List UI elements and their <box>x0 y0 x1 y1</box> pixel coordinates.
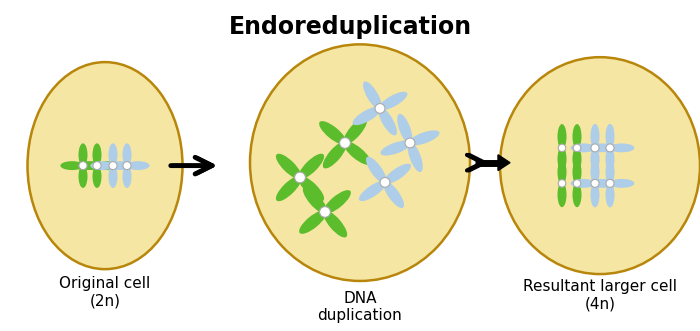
Circle shape <box>109 162 117 169</box>
Ellipse shape <box>384 181 404 208</box>
Ellipse shape <box>586 143 611 152</box>
Ellipse shape <box>366 157 386 184</box>
Circle shape <box>93 162 101 169</box>
Ellipse shape <box>78 143 88 166</box>
Ellipse shape <box>126 161 150 170</box>
Ellipse shape <box>319 121 346 145</box>
Ellipse shape <box>108 143 118 166</box>
Ellipse shape <box>573 147 582 172</box>
Ellipse shape <box>92 165 102 188</box>
Ellipse shape <box>108 165 118 188</box>
Circle shape <box>405 138 415 148</box>
Ellipse shape <box>409 130 440 145</box>
Ellipse shape <box>557 182 566 207</box>
Ellipse shape <box>78 165 88 188</box>
Ellipse shape <box>344 141 371 165</box>
Ellipse shape <box>82 161 106 170</box>
Ellipse shape <box>557 160 566 185</box>
Ellipse shape <box>606 147 615 172</box>
Circle shape <box>558 144 566 152</box>
Circle shape <box>606 144 614 152</box>
Text: Original cell
(2n): Original cell (2n) <box>60 276 150 308</box>
Circle shape <box>295 172 305 183</box>
Ellipse shape <box>122 143 132 166</box>
Ellipse shape <box>363 81 382 110</box>
Ellipse shape <box>557 124 566 149</box>
Ellipse shape <box>353 107 382 125</box>
Circle shape <box>558 180 566 187</box>
Circle shape <box>591 144 599 152</box>
Ellipse shape <box>104 161 128 170</box>
Ellipse shape <box>298 176 324 201</box>
Circle shape <box>573 144 581 152</box>
Ellipse shape <box>27 62 183 269</box>
Circle shape <box>573 180 581 187</box>
Circle shape <box>320 207 330 217</box>
Circle shape <box>380 177 390 187</box>
Ellipse shape <box>591 124 599 149</box>
Ellipse shape <box>557 147 566 172</box>
Ellipse shape <box>407 142 423 172</box>
Ellipse shape <box>606 182 615 208</box>
Ellipse shape <box>609 179 634 188</box>
Ellipse shape <box>381 141 411 156</box>
Ellipse shape <box>112 161 136 170</box>
Ellipse shape <box>343 118 368 144</box>
Ellipse shape <box>323 190 351 213</box>
Ellipse shape <box>591 147 599 172</box>
Ellipse shape <box>379 92 407 110</box>
Ellipse shape <box>378 107 397 135</box>
Polygon shape <box>498 155 510 170</box>
Ellipse shape <box>250 44 470 281</box>
Ellipse shape <box>591 182 599 208</box>
Ellipse shape <box>298 154 324 179</box>
Ellipse shape <box>60 161 84 170</box>
Ellipse shape <box>573 124 582 149</box>
Ellipse shape <box>303 186 327 213</box>
Text: Resultant larger cell
(4n): Resultant larger cell (4n) <box>523 279 677 311</box>
Ellipse shape <box>384 164 411 184</box>
Ellipse shape <box>92 143 102 166</box>
Ellipse shape <box>570 179 596 188</box>
Ellipse shape <box>594 179 620 188</box>
Text: Endoreduplication: Endoreduplication <box>228 15 472 39</box>
Ellipse shape <box>122 165 132 188</box>
Ellipse shape <box>500 57 700 274</box>
Ellipse shape <box>573 160 582 185</box>
Ellipse shape <box>323 142 346 168</box>
Circle shape <box>79 162 87 169</box>
Ellipse shape <box>276 154 302 179</box>
Text: DNA
duplication: DNA duplication <box>318 291 402 323</box>
Ellipse shape <box>606 159 615 184</box>
Ellipse shape <box>299 210 326 234</box>
Ellipse shape <box>74 161 98 170</box>
Circle shape <box>123 162 131 169</box>
Ellipse shape <box>323 211 347 237</box>
Ellipse shape <box>609 143 634 152</box>
Circle shape <box>375 104 385 113</box>
Ellipse shape <box>96 161 120 170</box>
Ellipse shape <box>90 161 114 170</box>
Ellipse shape <box>398 114 412 144</box>
Ellipse shape <box>591 159 599 184</box>
Ellipse shape <box>570 143 596 152</box>
Ellipse shape <box>573 182 582 207</box>
Ellipse shape <box>586 179 611 188</box>
Circle shape <box>591 179 599 187</box>
Ellipse shape <box>606 124 615 149</box>
Ellipse shape <box>594 143 620 152</box>
Circle shape <box>606 179 614 187</box>
Circle shape <box>340 138 351 148</box>
Ellipse shape <box>276 176 302 201</box>
Ellipse shape <box>359 181 386 201</box>
